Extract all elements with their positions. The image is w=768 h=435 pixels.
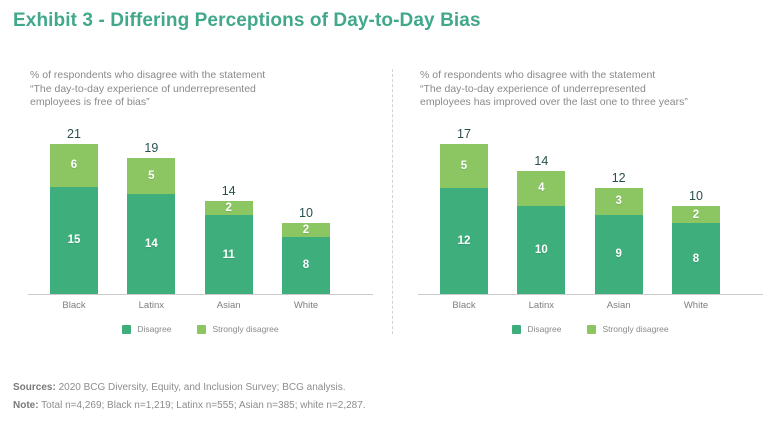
bar-segment-disagree: 12	[440, 188, 488, 294]
x-axis-label-asian: Asian	[216, 300, 241, 311]
bar-slot-latinx: 19 5 14	[127, 141, 176, 294]
bar-total-label: 10	[299, 205, 313, 220]
legend-item-disagree: Disagree	[512, 324, 561, 334]
bar-slot-asian: 12 3 9	[594, 171, 643, 294]
x-axis-labels: Black Latinx Asian White	[418, 300, 763, 311]
stacked-bar-black: 6 15	[50, 144, 98, 294]
bar-segment-disagree: 14	[127, 194, 176, 294]
bar-segment-strongly-disagree: 2	[281, 222, 330, 237]
stacked-bar-asian: 2 11	[204, 201, 253, 294]
bar-segment-strongly-disagree: 2	[204, 201, 253, 216]
bar-total-label: 21	[67, 127, 81, 142]
legend-swatch	[122, 324, 132, 334]
bar-slot-latinx: 14 4 10	[517, 153, 566, 294]
bar-slot-white: 10 2 8	[671, 188, 720, 294]
legend-label: Strongly disagree	[212, 324, 279, 334]
bar-segment-strongly-disagree: 4	[517, 170, 566, 206]
x-axis-label-white: White	[683, 300, 709, 311]
panel-divider	[392, 69, 393, 334]
bar-segment-strongly-disagree: 5	[440, 144, 488, 189]
bar-segment-disagree: 10	[517, 205, 566, 294]
bar-segment-disagree: 11	[204, 215, 253, 294]
note-text: Total n=4,269; Black n=1,219; Latinx n=5…	[41, 399, 366, 411]
bar-chart: 17 5 12 14 4 10 12 3 9 10 2 8	[418, 118, 763, 295]
x-axis-label-black: Black	[62, 300, 86, 311]
bar-total-label: 12	[611, 171, 626, 186]
note-line: Note: Total n=4,269; Black n=1,219; Lati…	[13, 397, 768, 415]
x-axis-labels: Black Latinx Asian White	[28, 300, 373, 311]
bar-total-label: 14	[221, 184, 236, 199]
x-axis-label-black: Black	[452, 300, 476, 311]
bar-chart: 21 6 15 19 5 14 14 2 11 10 2 8	[28, 118, 373, 295]
chart-panel-free-of-bias: % of respondents who disagree with the s…	[28, 69, 373, 334]
chart-legend: Disagree Strongly disagree	[28, 324, 373, 334]
bar-segment-disagree: 8	[281, 236, 330, 294]
bar-total-label: 17	[457, 127, 471, 142]
legend-swatch	[587, 324, 597, 334]
bar-total-label: 10	[689, 188, 703, 203]
bar-segment-strongly-disagree: 2	[671, 205, 720, 224]
legend-swatch	[512, 324, 522, 334]
bar-segment-disagree: 9	[594, 214, 643, 294]
legend-item-disagree: Disagree	[122, 324, 171, 334]
bar-segment-disagree: 15	[50, 186, 98, 294]
charts-row: % of respondents who disagree with the s…	[28, 69, 768, 334]
legend-item-strongly-disagree: Strongly disagree	[197, 324, 279, 334]
stacked-bar-latinx: 5 14	[127, 158, 176, 294]
x-axis-label-white: White	[293, 300, 319, 311]
chart-panel-improved: % of respondents who disagree with the s…	[418, 69, 763, 334]
chart-legend: Disagree Strongly disagree	[418, 324, 763, 334]
stacked-bar-latinx: 4 10	[517, 170, 566, 294]
sources-label: Sources:	[13, 382, 56, 393]
footnotes: Sources: 2020 BCG Diversity, Equity, and…	[13, 379, 768, 414]
stacked-bar-black: 5 12	[440, 144, 488, 294]
bar-total-label: 14	[534, 153, 549, 168]
bar-total-label: 19	[144, 141, 159, 156]
bar-slot-black: 17 5 12	[440, 127, 488, 294]
legend-item-strongly-disagree: Strongly disagree	[587, 324, 669, 334]
bar-slot-asian: 14 2 11	[204, 184, 253, 294]
x-axis-label-latinx: Latinx	[528, 300, 554, 311]
bar-segment-strongly-disagree: 6	[50, 144, 98, 187]
x-axis-label-latinx: Latinx	[138, 300, 164, 311]
sources-text: 2020 BCG Diversity, Equity, and Inclusio…	[58, 382, 346, 393]
bar-segment-strongly-disagree: 3	[594, 188, 643, 215]
chart-subtitle: % of respondents who disagree with the s…	[30, 69, 266, 109]
legend-swatch	[197, 324, 207, 334]
x-axis-label-asian: Asian	[606, 300, 631, 311]
legend-label: Disagree	[137, 324, 172, 334]
bar-slot-white: 10 2 8	[281, 205, 330, 294]
bar-segment-disagree: 8	[671, 223, 720, 294]
bar-segment-strongly-disagree: 5	[127, 158, 176, 194]
bar-slot-black: 21 6 15	[50, 127, 98, 294]
chart-subtitle: % of respondents who disagree with the s…	[420, 69, 688, 109]
note-label: Note:	[13, 399, 39, 411]
legend-label: Disagree	[527, 324, 562, 334]
sources-line: Sources: 2020 BCG Diversity, Equity, and…	[13, 379, 768, 397]
legend-label: Strongly disagree	[602, 324, 669, 334]
page-title: Exhibit 3 - Differing Perceptions of Day…	[13, 10, 481, 31]
